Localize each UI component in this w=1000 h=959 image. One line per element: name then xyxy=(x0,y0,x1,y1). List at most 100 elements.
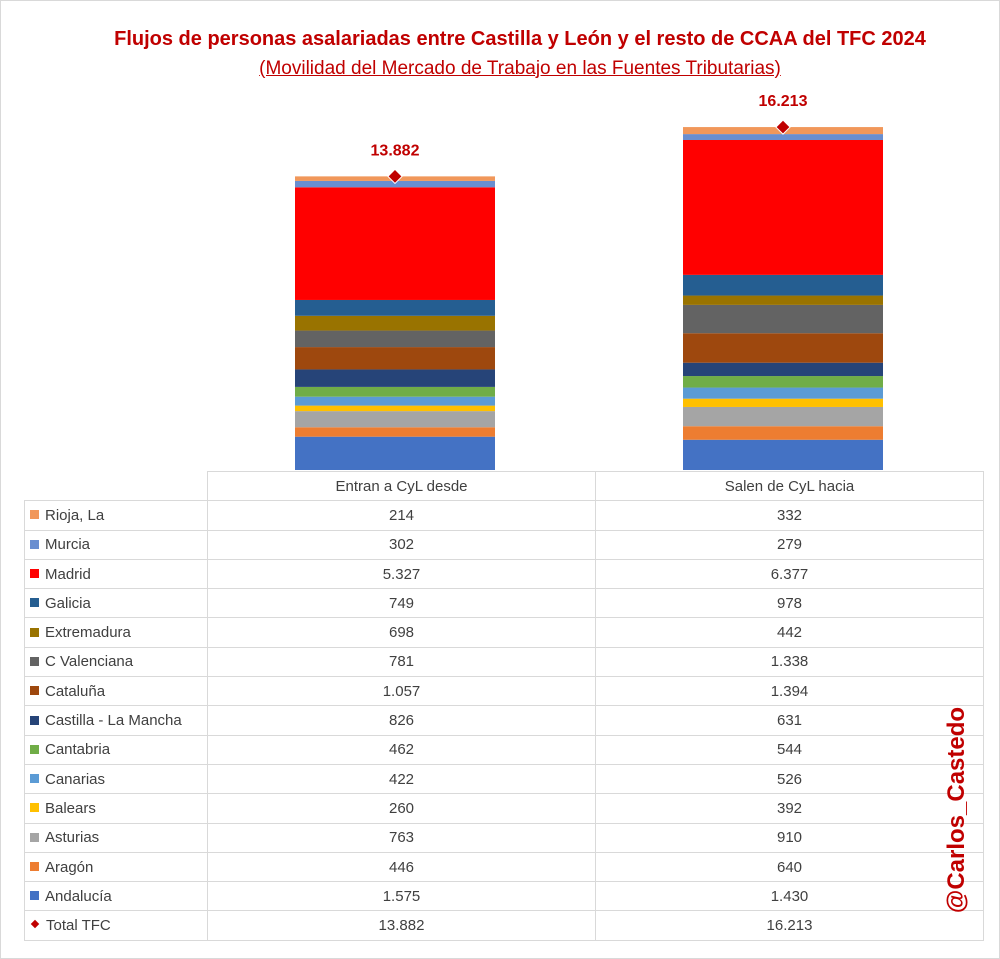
legend-swatch xyxy=(30,510,39,520)
table-cell: 749 xyxy=(207,588,596,619)
legend-swatch xyxy=(30,656,39,666)
bar-segment xyxy=(683,333,883,363)
table-cell: 544 xyxy=(595,734,984,765)
table-cell: 640 xyxy=(595,851,984,883)
bar-segment xyxy=(683,426,883,440)
table-cell: 392 xyxy=(595,793,984,824)
table-cell: 1.575 xyxy=(207,881,596,912)
legend-label: Aragón xyxy=(45,858,94,876)
table-cell: 442 xyxy=(595,617,984,648)
table-cell: 631 xyxy=(595,705,984,736)
table-row: C Valenciana 781 1.338 xyxy=(24,646,984,678)
table-cell: 1.057 xyxy=(207,676,596,707)
table-cell: 1.430 xyxy=(595,881,984,912)
table-cell: 826 xyxy=(207,705,596,736)
legend-label: Rioja, La xyxy=(45,506,105,524)
legend-swatch xyxy=(30,832,39,842)
bar-segment xyxy=(295,411,495,428)
table-cell: 446 xyxy=(207,851,596,883)
table-row: Madrid 5.327 6.377 xyxy=(24,558,984,590)
bar-segment xyxy=(295,427,495,437)
legend-label: Galicia xyxy=(45,594,91,612)
legend-label: Asturias xyxy=(45,829,100,847)
bar-segment xyxy=(683,376,883,388)
data-table-header-row: Entran a CyL desde Salen de CyL hacia xyxy=(24,470,984,502)
table-cell: 5.327 xyxy=(207,558,596,590)
total-data-label: 16.213 xyxy=(759,93,808,110)
legend-label: Andalucía xyxy=(45,887,112,905)
bar-segment xyxy=(295,187,495,300)
table-cell: 978 xyxy=(595,588,984,619)
table-row: Castilla - La Mancha 826 631 xyxy=(24,705,984,736)
legend-entry: Total TFC xyxy=(24,910,208,941)
bar-segment xyxy=(295,386,495,397)
diamond-marker-icon xyxy=(30,919,40,929)
table-cell: 302 xyxy=(207,529,596,560)
bar-segment xyxy=(683,398,883,407)
bar-segment xyxy=(683,406,883,427)
bar-segment xyxy=(295,299,495,316)
table-cell: 13.882 xyxy=(207,910,596,941)
legend-swatch xyxy=(30,627,39,637)
bar-segment xyxy=(683,295,883,305)
legend-label: Total TFC xyxy=(46,917,111,935)
bar-segment xyxy=(683,362,883,377)
legend-label: Murcia xyxy=(45,536,91,554)
table-row: Canarias 422 526 xyxy=(24,763,984,795)
legend-swatch xyxy=(30,891,39,901)
bar-segment xyxy=(295,405,495,412)
legend-entry: Murcia xyxy=(24,529,208,560)
table-cell: 422 xyxy=(207,763,596,795)
legend-label: C Valenciana xyxy=(45,653,134,671)
total-marker xyxy=(775,119,791,135)
legend-label: Madrid xyxy=(45,565,91,583)
table-row: Galicia 749 978 xyxy=(24,588,984,619)
table-row: Aragón 446 640 xyxy=(24,851,984,883)
bar-segment xyxy=(683,134,883,140)
table-row: Murcia 302 279 xyxy=(24,529,984,560)
table-cell: 332 xyxy=(595,500,984,531)
legend-label: Balears xyxy=(45,799,96,817)
legend-entry: Extremadura xyxy=(24,617,208,648)
table-row: Extremadura 698 442 xyxy=(24,617,984,648)
table-row: Andalucía 1.575 1.430 xyxy=(24,881,984,912)
legend-label: Castilla - La Mancha xyxy=(45,712,182,730)
column-header: Salen de CyL hacia xyxy=(595,470,984,502)
legend-swatch xyxy=(30,715,39,725)
data-table: Entran a CyL desde Salen de CyL hacia Ri… xyxy=(24,470,984,941)
chart-subtitle: (Movilidad del Mercado de Trabajo en las… xyxy=(259,58,781,79)
bar-segment xyxy=(683,439,883,470)
table-cell: 781 xyxy=(207,646,596,678)
legend-entry: Balears xyxy=(24,793,208,824)
table-row: Balears 260 392 xyxy=(24,793,984,824)
legend-entry: Cantabria xyxy=(24,734,208,765)
legend-entry: Aragón xyxy=(24,851,208,883)
legend-swatch xyxy=(30,774,39,784)
chart-title: Flujos de personas asalariadas entre Cas… xyxy=(114,28,926,50)
legend-swatch xyxy=(30,803,39,813)
bar-segment xyxy=(295,436,495,470)
bar-segment xyxy=(683,387,883,399)
total-data-label: 13.882 xyxy=(371,142,420,159)
data-table-corner xyxy=(24,471,208,502)
legend-swatch xyxy=(30,598,39,608)
legend-label: Extremadura xyxy=(45,624,131,642)
table-cell: 1.338 xyxy=(595,646,984,678)
legend-swatch xyxy=(30,744,39,754)
legend-entry: Castilla - La Mancha xyxy=(24,705,208,736)
table-row: Asturias 763 910 xyxy=(24,822,984,853)
bar-segment xyxy=(295,369,495,387)
legend-swatch xyxy=(30,569,39,579)
table-cell: 526 xyxy=(595,763,984,795)
legend-entry: C Valenciana xyxy=(24,646,208,678)
table-cell: 462 xyxy=(207,734,596,765)
table-cell: 279 xyxy=(595,529,984,560)
legend-entry: Asturias xyxy=(24,822,208,853)
bar-segment xyxy=(683,139,883,275)
legend-entry: Canarias xyxy=(24,763,208,795)
table-cell: 763 xyxy=(207,822,596,853)
bar-segment xyxy=(683,304,883,334)
legend-swatch xyxy=(30,862,39,872)
legend-entry: Madrid xyxy=(24,558,208,590)
chart-plot-area: 13.882 16.213 xyxy=(295,93,883,470)
